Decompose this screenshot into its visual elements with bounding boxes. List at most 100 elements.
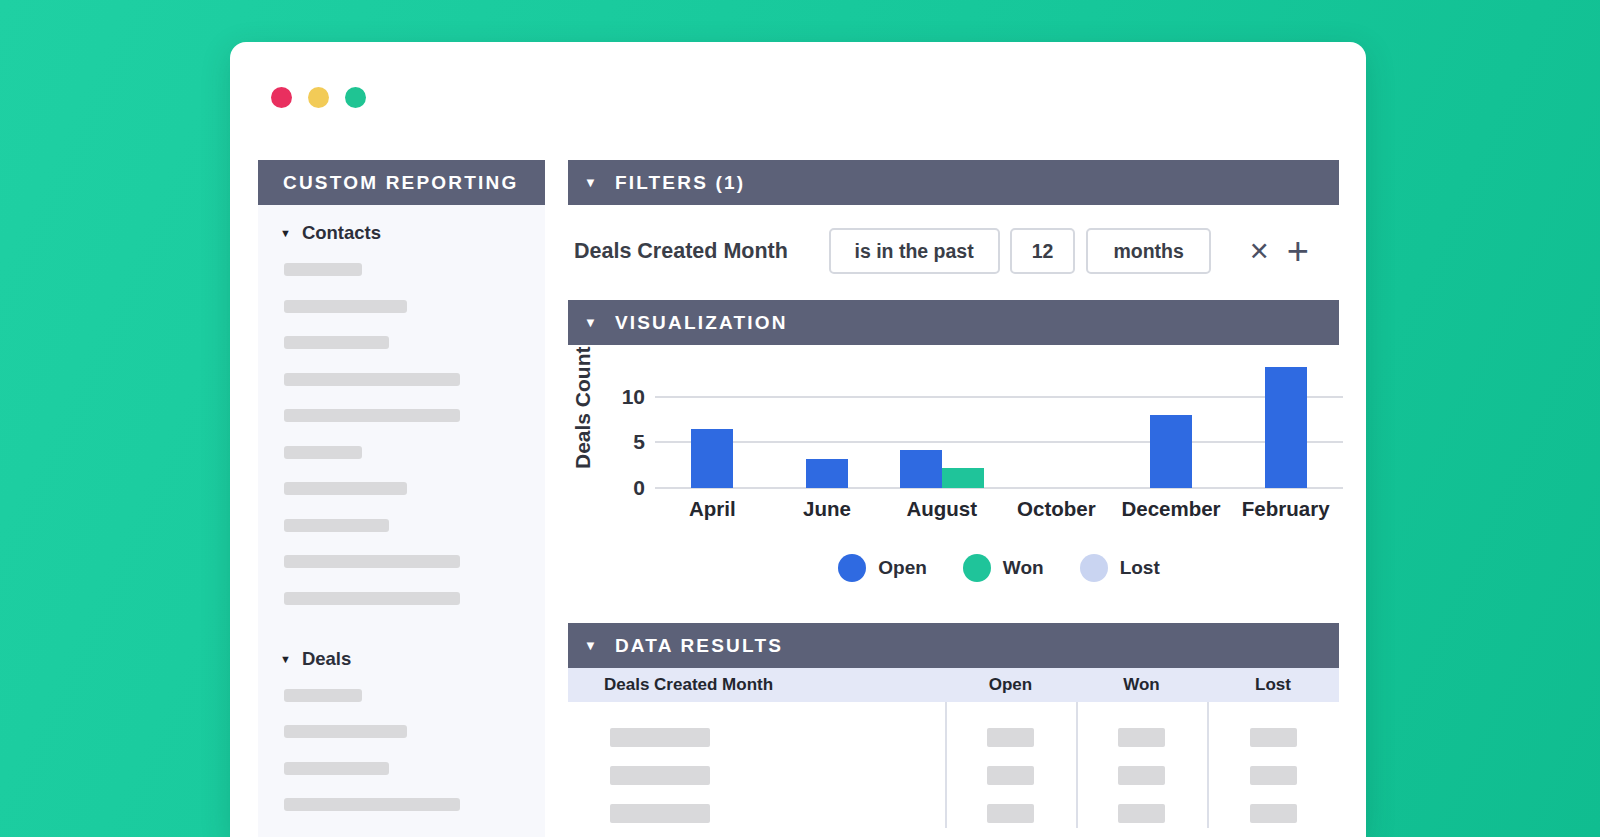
table-cell-placeholder [1207, 728, 1339, 747]
skeleton-cell-bar [1250, 804, 1297, 823]
table-cell-placeholder [945, 728, 1076, 747]
legend-dot-icon [838, 554, 866, 582]
skeleton-list-item [284, 689, 362, 702]
skeleton-cell-bar [610, 728, 710, 747]
legend-label: Lost [1120, 557, 1160, 579]
skeleton-list-item [284, 373, 460, 386]
maximize-dot-icon[interactable] [345, 87, 366, 108]
skeleton-list-item [284, 725, 407, 738]
bar-open-april [691, 429, 733, 488]
bar-open-december [1150, 415, 1192, 488]
table-cell-placeholder [1076, 728, 1207, 747]
minimize-dot-icon[interactable] [308, 87, 329, 108]
bar-group-december [1114, 365, 1229, 488]
chevron-down-icon: ▼ [584, 175, 597, 190]
sidebar: ▼ Contacts ▼ Deals [258, 205, 545, 837]
chart-plot-area [655, 365, 1343, 488]
table-cell-placeholder [1207, 804, 1339, 823]
filters-title: FILTERS (1) [615, 172, 745, 194]
close-dot-icon[interactable] [271, 87, 292, 108]
x-axis-label: February [1228, 497, 1343, 521]
table-cell-placeholder [568, 766, 945, 785]
table-row [568, 756, 1339, 794]
x-axis-labels: AprilJuneAugustOctoberDecemberFebruary [655, 497, 1343, 521]
column-divider [1207, 702, 1209, 828]
sidebar-header: CUSTOM REPORTING [258, 160, 545, 205]
chevron-down-icon: ▼ [584, 638, 597, 653]
app-window: CUSTOM REPORTING ▼ Contacts ▼ Deals ▼ FI… [230, 42, 1366, 837]
column-divider [945, 702, 947, 828]
filter-unit-select[interactable]: months [1086, 228, 1210, 274]
skeleton-list-item [284, 446, 362, 459]
table-cell-placeholder [945, 804, 1076, 823]
skeleton-cell-bar [610, 766, 710, 785]
skeleton-cell-bar [987, 728, 1034, 747]
report-main-area: ▼ FILTERS (1) Deals Created Month is in … [568, 160, 1340, 837]
window-controls [271, 87, 366, 108]
skeleton-list-item [284, 798, 460, 811]
add-filter-icon[interactable]: + [1287, 236, 1309, 266]
contacts-placeholder-list [284, 263, 545, 605]
table-body [568, 702, 1339, 828]
x-axis-label: June [770, 497, 885, 521]
legend-item-open: Open [838, 554, 927, 582]
filter-condition-select[interactable]: is in the past [829, 228, 1000, 274]
table-cell-placeholder [945, 766, 1076, 785]
skeleton-cell-bar [610, 804, 710, 823]
visualization-title: VISUALIZATION [615, 312, 788, 334]
column-header: Won [1076, 675, 1207, 695]
chevron-down-icon: ▼ [584, 315, 597, 330]
sidebar-section-contacts[interactable]: ▼ Contacts [280, 221, 545, 245]
filters-section-header[interactable]: ▼ FILTERS (1) [568, 160, 1339, 205]
skeleton-list-item [284, 482, 407, 495]
skeleton-cell-bar [1250, 728, 1297, 747]
x-axis-label: October [999, 497, 1114, 521]
bar-won-august [942, 468, 984, 488]
bar-group-june [770, 365, 885, 488]
table-cell-placeholder [1207, 766, 1339, 785]
data-results-section-header[interactable]: ▼ DATA RESULTS [568, 623, 1339, 668]
sidebar-title: CUSTOM REPORTING [283, 172, 518, 194]
bar-group-october [999, 365, 1114, 488]
legend-label: Won [1003, 557, 1044, 579]
page-background: CUSTOM REPORTING ▼ Contacts ▼ Deals ▼ FI… [0, 0, 1600, 837]
table-row [568, 794, 1339, 832]
filter-amount-input[interactable]: 12 [1010, 228, 1076, 274]
skeleton-list-item [284, 300, 407, 313]
chevron-down-icon: ▼ [280, 227, 291, 239]
bar-groups [655, 365, 1343, 488]
sidebar-section-label: Deals [302, 648, 351, 670]
table-row [568, 718, 1339, 756]
bar-open-june [806, 459, 848, 488]
column-header: Lost [1207, 675, 1339, 695]
column-divider [1076, 702, 1078, 828]
sidebar-section-deals[interactable]: ▼ Deals [280, 647, 545, 671]
x-axis-label: April [655, 497, 770, 521]
filter-field-label: Deals Created Month [574, 239, 788, 264]
table-cell-placeholder [1076, 804, 1207, 823]
skeleton-list-item [284, 762, 389, 775]
skeleton-cell-bar [1118, 804, 1165, 823]
column-header: Open [945, 675, 1076, 695]
legend-dot-icon [1080, 554, 1108, 582]
x-axis-label: August [884, 497, 999, 521]
bar-open-august [900, 450, 942, 488]
bar-chart: Deals Count 0510 AprilJuneAugustOctoberD… [568, 345, 1346, 623]
column-header: Deals Created Month [568, 675, 945, 695]
table-header-row: Deals Created Month Open Won Lost [568, 668, 1339, 702]
bar-open-february [1265, 367, 1307, 488]
chart-legend: Open Won Lost [655, 553, 1343, 583]
skeleton-list-item [284, 519, 389, 532]
skeleton-list-item [284, 336, 389, 349]
skeleton-list-item [284, 409, 460, 422]
skeleton-list-item [284, 592, 460, 605]
bar-group-april [655, 365, 770, 488]
bar-group-august [884, 365, 999, 488]
remove-filter-icon[interactable]: ✕ [1249, 237, 1270, 266]
skeleton-cell-bar [1250, 766, 1297, 785]
legend-dot-icon [963, 554, 991, 582]
y-tick-label: 0 [575, 476, 645, 500]
visualization-section-header[interactable]: ▼ VISUALIZATION [568, 300, 1339, 345]
data-results-title: DATA RESULTS [615, 635, 783, 657]
table-cell-placeholder [1076, 766, 1207, 785]
